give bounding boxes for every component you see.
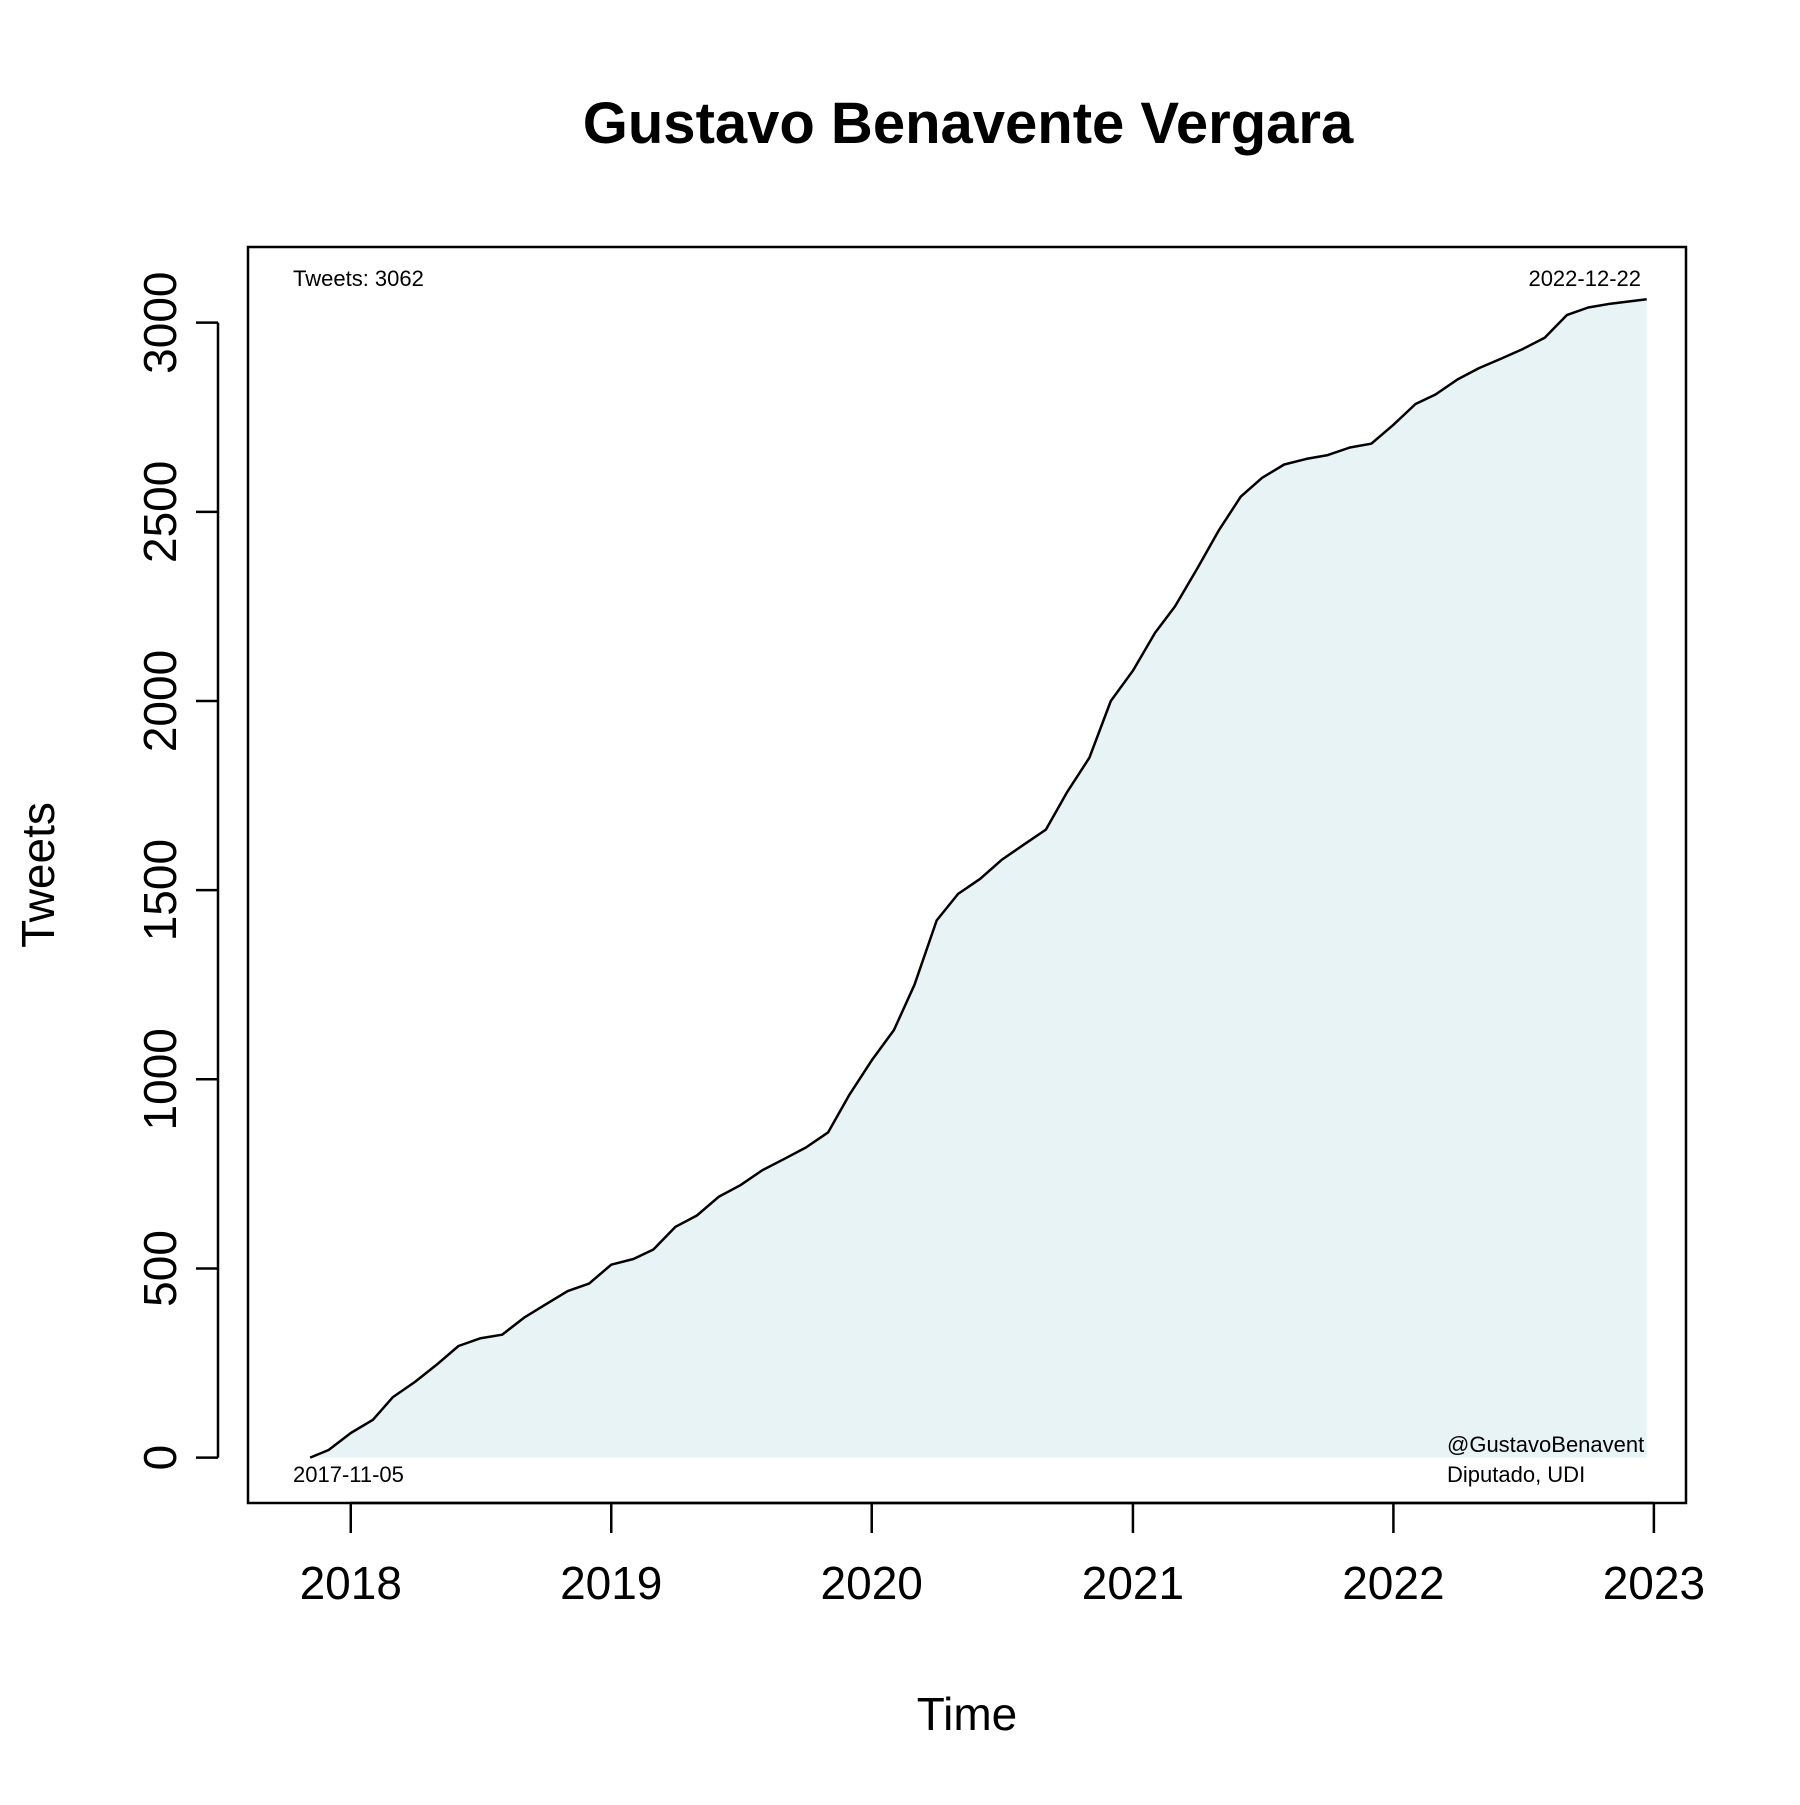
y-tick-label: 1500: [134, 839, 186, 941]
y-tick-label: 2500: [134, 461, 186, 563]
y-axis: 0 500 1000 1500 2000 2500 3000: [134, 271, 220, 1471]
y-tick-label: 2000: [134, 650, 186, 752]
x-tick-label: 2019: [560, 1557, 662, 1609]
y-tick-label: 1000: [134, 1028, 186, 1130]
total-tweets-note: Tweets: 3062: [293, 266, 424, 291]
x-axis: 2018 2019 2020 2021 2022 2023: [300, 1501, 1705, 1609]
y-tick-label: 500: [134, 1230, 186, 1307]
handle-note: @GustavoBenavent: [1447, 1432, 1644, 1457]
y-tick-label: 3000: [134, 271, 186, 373]
x-tick-label: 2023: [1603, 1557, 1705, 1609]
x-tick-label: 2021: [1082, 1557, 1184, 1609]
x-tick-label: 2018: [300, 1557, 402, 1609]
x-tick-label: 2020: [821, 1557, 923, 1609]
y-axis-title: Tweets: [12, 802, 64, 948]
cumulative-tweets-line: [309, 297, 1647, 1459]
start-date-note: 2017-11-05: [293, 1462, 404, 1487]
y-tick-label: 0: [134, 1445, 186, 1471]
end-date-note: 2022-12-22: [1528, 266, 1641, 291]
chart-title: Gustavo Benavente Vergara: [583, 91, 1354, 156]
x-axis-title: Time: [917, 1688, 1018, 1740]
role-note: Diputado, UDI: [1447, 1462, 1585, 1487]
plot-area: [246, 245, 1688, 1505]
cumulative-area-fill: [310, 299, 1647, 1458]
x-tick-label: 2022: [1342, 1557, 1444, 1609]
